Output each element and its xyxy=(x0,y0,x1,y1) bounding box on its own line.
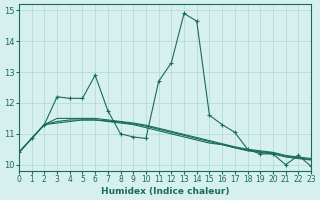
X-axis label: Humidex (Indice chaleur): Humidex (Indice chaleur) xyxy=(101,187,229,196)
